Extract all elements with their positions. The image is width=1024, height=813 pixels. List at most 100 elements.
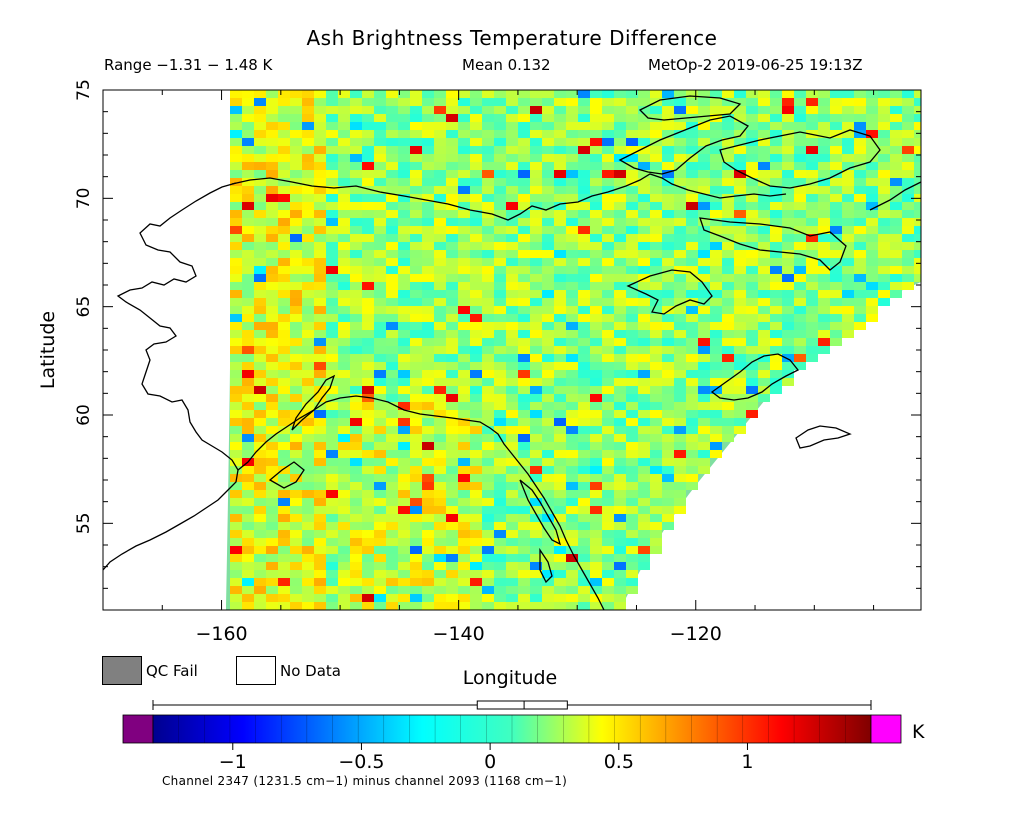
swath-cell — [374, 506, 386, 514]
swath-cell — [506, 250, 518, 258]
swath-cell — [398, 314, 410, 322]
swath-cell — [578, 490, 590, 498]
swath-cell — [794, 322, 806, 330]
swath-cell — [458, 250, 470, 258]
swath-cell — [302, 538, 314, 546]
swath-cell — [782, 226, 794, 234]
swath-cell — [542, 178, 554, 186]
swath-cell — [614, 546, 626, 554]
swath-cell — [830, 218, 842, 226]
swath-cell — [806, 178, 818, 186]
swath-cell — [542, 130, 554, 138]
swath-cell — [590, 570, 602, 578]
swath-cell — [410, 218, 422, 226]
swath-cell — [782, 146, 794, 154]
swath-cell — [542, 154, 554, 162]
swath-cell — [842, 114, 854, 122]
swath-cell — [614, 218, 626, 226]
swath-cell — [758, 114, 770, 122]
swath-cell — [614, 258, 626, 266]
swath-cell — [554, 338, 566, 346]
swath-cell — [698, 426, 710, 434]
swath-cell — [686, 234, 698, 242]
swath-cell — [878, 122, 890, 130]
swath-cell — [638, 194, 650, 202]
swath-cell — [626, 418, 638, 426]
swath-cell — [470, 378, 482, 386]
swath-cell — [614, 394, 626, 402]
swath-cell — [458, 506, 470, 514]
swath-cell — [398, 474, 410, 482]
swath-cell — [386, 546, 398, 554]
swath-cell — [638, 450, 650, 458]
swath-cell — [374, 426, 386, 434]
swath-cell — [338, 114, 350, 122]
swath-cell — [554, 354, 566, 362]
swath-cell — [458, 114, 470, 122]
swath-cell — [242, 594, 254, 602]
swath-cell — [530, 538, 542, 546]
swath-cell — [470, 298, 482, 306]
swath-cell — [686, 266, 698, 274]
swath-cell — [638, 386, 650, 394]
swath-cell — [362, 450, 374, 458]
swath-cell — [794, 218, 806, 226]
swath-cell — [782, 338, 794, 346]
swath-cell — [566, 130, 578, 138]
x-tick-label: −120 — [670, 623, 722, 645]
swath-cell — [662, 194, 674, 202]
swath-cell — [422, 258, 434, 266]
swath-cell — [530, 442, 542, 450]
swath-cell — [542, 194, 554, 202]
swath-cell — [458, 362, 470, 370]
swath-cell — [650, 122, 662, 130]
swath-cell — [542, 274, 554, 282]
swath-cell — [338, 322, 350, 330]
swath-cell — [590, 274, 602, 282]
swath-cell — [470, 98, 482, 106]
swath-cell — [398, 234, 410, 242]
swath-cell — [578, 258, 590, 266]
swath-cell — [842, 154, 854, 162]
swath-cell — [314, 274, 326, 282]
swath-cell — [470, 202, 482, 210]
swath-cell — [902, 122, 914, 130]
swath-cell — [734, 322, 746, 330]
swath-cell — [230, 594, 242, 602]
swath-cell — [542, 322, 554, 330]
swath-cell — [434, 386, 446, 394]
swath-cell — [890, 282, 902, 290]
swath-cell — [830, 114, 842, 122]
swath-cell — [254, 490, 266, 498]
swath-cell — [446, 578, 458, 586]
swath-cell — [866, 146, 878, 154]
swath-cell — [338, 338, 350, 346]
swath-cell — [722, 386, 734, 394]
swath-cell — [554, 194, 566, 202]
swath-cell — [530, 410, 542, 418]
swath-cell — [398, 594, 410, 602]
swath-cell — [362, 106, 374, 114]
swath-cell — [602, 402, 614, 410]
swath-cell — [674, 314, 686, 322]
swath-cell — [302, 258, 314, 266]
swath-cell — [710, 122, 722, 130]
swath-cell — [458, 546, 470, 554]
swath-cell — [338, 258, 350, 266]
swath-cell — [374, 386, 386, 394]
swath-cell — [278, 282, 290, 290]
swath-cell — [266, 194, 278, 202]
swath-cell — [710, 258, 722, 266]
swath-cell — [854, 314, 866, 322]
swath-cell — [722, 178, 734, 186]
swath-cell — [386, 322, 398, 330]
swath-cell — [362, 418, 374, 426]
swath-cell — [422, 354, 434, 362]
swath-cell — [626, 322, 638, 330]
swath-cell — [542, 354, 554, 362]
swath-cell — [278, 258, 290, 266]
swath-layer — [226, 90, 921, 610]
swath-cell — [398, 578, 410, 586]
swath-cell — [338, 426, 350, 434]
swath-cell — [686, 242, 698, 250]
